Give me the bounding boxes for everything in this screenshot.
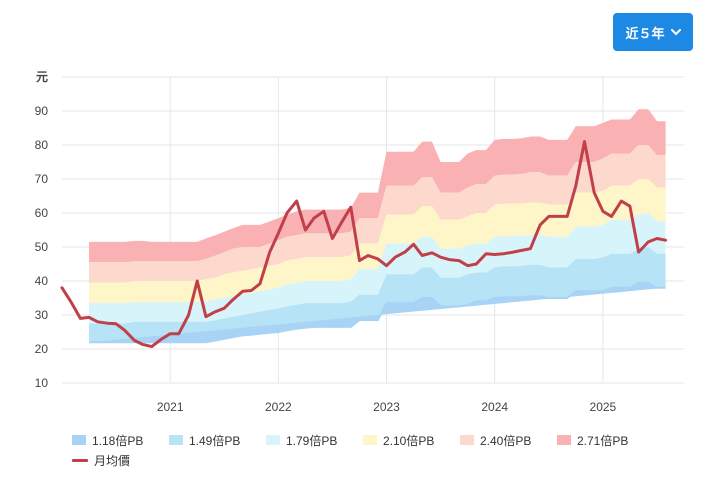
- price-line-group: [60, 140, 668, 349]
- legend-label: 1.49倍PB: [189, 433, 241, 448]
- x-tick-label: 2022: [265, 400, 292, 414]
- price-line: [60, 140, 668, 349]
- legend-swatch: [72, 435, 86, 445]
- band-1.49倍PB: [89, 247, 666, 343]
- y-axis-unit: 元: [36, 70, 48, 84]
- period-select-button[interactable]: 近５年: [613, 13, 693, 51]
- legend-swatch: [460, 435, 474, 445]
- legend-swatch: [266, 435, 280, 445]
- y-tick-label: 30: [35, 308, 49, 322]
- legend-item-band[interactable]: 1.49倍PB: [169, 432, 266, 449]
- y-tick-label: 20: [35, 342, 49, 356]
- x-tick-label: 2023: [373, 400, 400, 414]
- chevron-down-icon: [670, 28, 681, 35]
- legend-swatch: [363, 435, 377, 445]
- x-tick-label: 2024: [481, 400, 508, 414]
- y-tick-label: 60: [35, 206, 49, 220]
- y-tick-label: 40: [35, 274, 49, 288]
- legend-item-band[interactable]: 1.79倍PB: [266, 432, 363, 449]
- band-2.71倍PB: [89, 109, 666, 263]
- band-line-1.18倍PB: [89, 281, 666, 344]
- legend-label: 2.10倍PB: [383, 433, 435, 448]
- band-2.10倍PB: [89, 179, 666, 304]
- legend-item-band[interactable]: 2.40倍PB: [460, 432, 557, 449]
- period-select-label: 近５年: [625, 25, 665, 41]
- y-tick-label: 10: [35, 376, 49, 390]
- legend-label: 1.18倍PB: [92, 433, 144, 448]
- band-2.40倍PB: [89, 145, 666, 283]
- legend-swatch: [557, 435, 571, 445]
- legend-item-band[interactable]: 2.71倍PB: [557, 432, 654, 449]
- x-axis: 2021 2022 2023 2024 2025: [157, 400, 617, 414]
- legend-item-price[interactable]: 月均價: [72, 452, 169, 469]
- legend-label: 2.40倍PB: [480, 433, 532, 448]
- y-tick-label: 70: [35, 172, 49, 186]
- legend-label-price: 月均價: [94, 453, 131, 468]
- legend: 1.18倍PB 1.49倍PB 1.79倍PB 2.10倍PB 2.40倍PB 2.71倍…: [72, 430, 692, 470]
- y-tick-label: 50: [35, 240, 49, 254]
- legend-label: 1.79倍PB: [286, 433, 338, 448]
- legend-line-swatch: [72, 458, 88, 462]
- legend-swatch: [169, 435, 183, 445]
- valuation-chart: 10 20 30 40 50 60 70 80 90 元 2021 2022 2023 2024 2025: [35, 70, 684, 414]
- y-tick-label: 80: [35, 138, 49, 152]
- y-axis: 10 20 30 40 50 60 70 80 90 元: [35, 70, 49, 390]
- x-tick-label: 2021: [157, 400, 184, 414]
- legend-label: 2.71倍PB: [577, 433, 629, 448]
- x-tick-label: 2025: [590, 400, 617, 414]
- legend-item-band[interactable]: 2.10倍PB: [363, 432, 460, 449]
- legend-item-band[interactable]: 1.18倍PB: [72, 432, 169, 449]
- band-1.79倍PB: [89, 213, 666, 324]
- y-tick-label: 90: [35, 104, 49, 118]
- legend-line-row: 月均價: [72, 450, 692, 470]
- legend-band-row: 1.18倍PB 1.49倍PB 1.79倍PB 2.10倍PB 2.40倍PB 2.71倍…: [72, 430, 692, 450]
- pb-bands: [89, 109, 666, 344]
